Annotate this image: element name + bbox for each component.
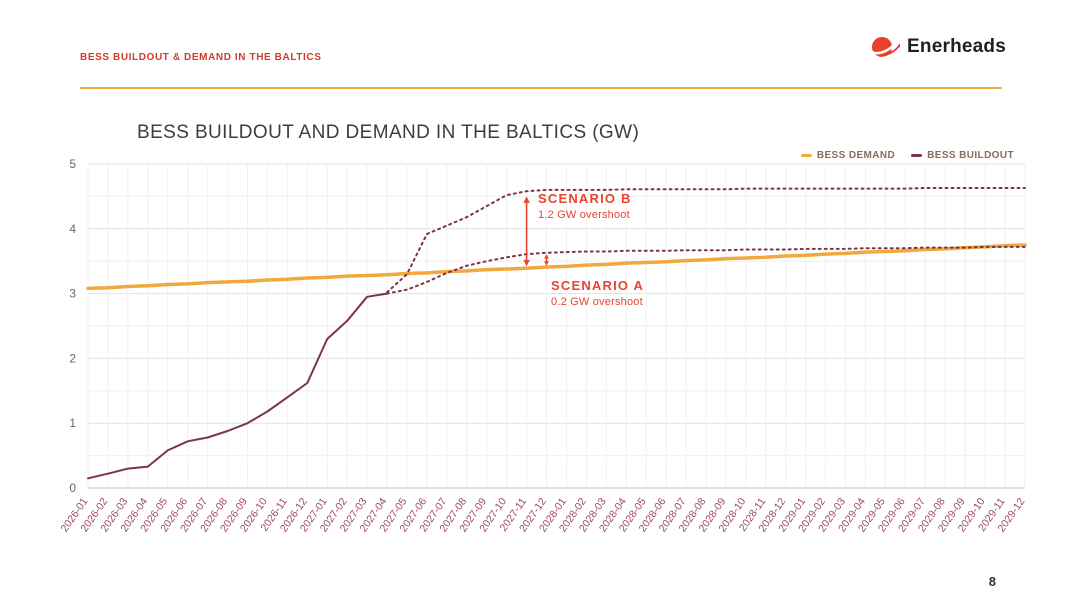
flame-icon bbox=[870, 37, 901, 60]
chart-title: BESS BUILDOUT AND DEMAND IN THE BALTICS … bbox=[137, 122, 640, 143]
header-divider bbox=[80, 87, 1002, 89]
annotation-scenario-a: SCENARIO A 0.2 GW overshoot bbox=[551, 278, 644, 308]
slide-kicker: BESS BUILDOUT & DEMAND IN THE BALTICS bbox=[80, 52, 322, 63]
buildout-swatch-icon bbox=[911, 154, 923, 157]
svg-text:4: 4 bbox=[69, 222, 76, 236]
svg-text:3: 3 bbox=[69, 287, 76, 301]
scenario-b-subtitle: 1.2 GW overshoot bbox=[538, 209, 630, 221]
chart-legend: BESS DEMAND BESS BUILDOUT bbox=[800, 150, 1014, 161]
page-number: 8 bbox=[988, 574, 996, 589]
legend-label-buildout: BESS BUILDOUT bbox=[927, 150, 1014, 161]
scenario-a-title: SCENARIO A bbox=[551, 278, 645, 293]
svg-text:1: 1 bbox=[69, 416, 76, 430]
annotation-scenario-b: SCENARIO B 1.2 GW overshoot bbox=[538, 191, 632, 221]
logo-text: Enerheads bbox=[907, 36, 1006, 57]
scenario-a-subtitle: 0.2 GW overshoot bbox=[551, 296, 643, 308]
legend-label-demand: BESS DEMAND bbox=[816, 150, 896, 161]
legend-item-buildout: BESS BUILDOUT bbox=[911, 150, 1014, 161]
svg-text:2: 2 bbox=[69, 351, 76, 365]
legend-item-demand: BESS DEMAND bbox=[800, 150, 896, 161]
demand-swatch-icon bbox=[800, 154, 812, 157]
svg-text:0: 0 bbox=[69, 481, 76, 495]
chart-canvas: 0123452026-012026-022026-032026-042026-0… bbox=[59, 157, 1028, 534]
enerheads-logo: Enerheads bbox=[870, 34, 1006, 60]
scenario-b-title: SCENARIO B bbox=[538, 191, 632, 206]
svg-text:5: 5 bbox=[69, 157, 76, 171]
